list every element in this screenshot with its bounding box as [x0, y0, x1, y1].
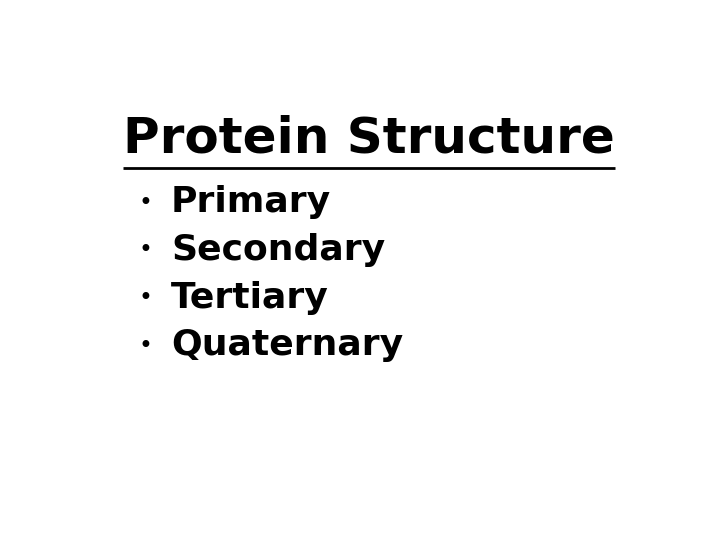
Text: Quaternary: Quaternary — [171, 328, 403, 362]
Text: •: • — [139, 238, 153, 261]
Text: •: • — [139, 286, 153, 309]
Text: •: • — [139, 334, 153, 357]
Text: •: • — [139, 191, 153, 213]
Text: Protein Structure: Protein Structure — [123, 114, 615, 163]
Text: Secondary: Secondary — [171, 233, 385, 267]
Text: Tertiary: Tertiary — [171, 281, 328, 315]
Text: Primary: Primary — [171, 185, 331, 219]
